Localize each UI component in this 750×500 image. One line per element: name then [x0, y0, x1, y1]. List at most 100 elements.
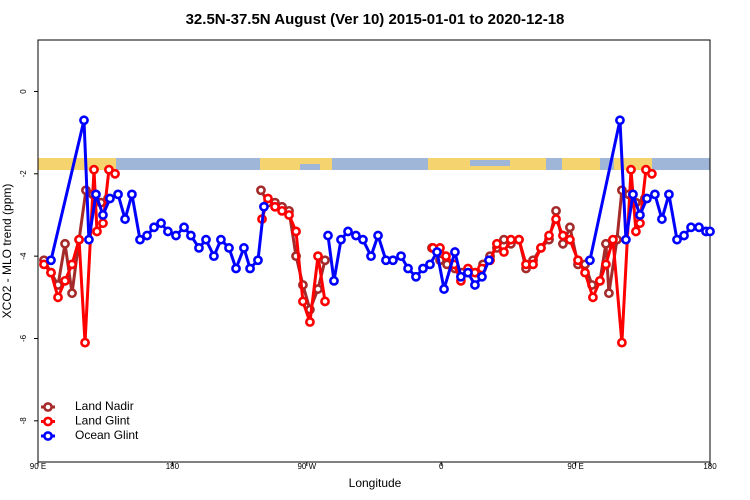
- data-point: [194, 243, 204, 253]
- y-tick-label: -6: [19, 334, 28, 342]
- data-point: [558, 230, 568, 241]
- data-point: [432, 247, 442, 257]
- data-point: [74, 234, 84, 245]
- series-line: [432, 167, 653, 343]
- data-point: [98, 210, 108, 220]
- data-point: [615, 115, 625, 126]
- data-point: [686, 222, 696, 233]
- x-tick-label: 180: [703, 462, 717, 471]
- data-point: [98, 218, 108, 229]
- data-point: [313, 251, 323, 262]
- x-tick-label: 180: [166, 462, 180, 471]
- data-point: [672, 234, 682, 245]
- series-line: [588, 119, 710, 261]
- data-point: [506, 234, 516, 245]
- data-point: [60, 238, 70, 249]
- data-point: [616, 337, 627, 348]
- data-point: [573, 255, 583, 266]
- data-point: [649, 189, 660, 200]
- data-point: [388, 255, 398, 266]
- data-point: [450, 247, 460, 257]
- legend-marker: [43, 416, 53, 427]
- data-point: [67, 259, 77, 270]
- data-point: [186, 230, 196, 241]
- data-point: [551, 214, 561, 224]
- data-point: [608, 234, 618, 245]
- data-point: [259, 201, 269, 212]
- data-point: [679, 230, 689, 241]
- data-point: [224, 243, 234, 253]
- data-point: [588, 292, 598, 303]
- series-line: [260, 195, 327, 323]
- data-point: [351, 230, 361, 241]
- data-point: [239, 243, 249, 253]
- data-point: [135, 234, 145, 245]
- data-point: [263, 193, 273, 204]
- data-point: [484, 255, 494, 266]
- data-point: [657, 214, 667, 224]
- legend-marker: [43, 402, 53, 412]
- data-point: [514, 234, 524, 245]
- data-point: [642, 193, 652, 204]
- data-point: [396, 251, 406, 262]
- legend-marker: [43, 431, 53, 441]
- data-point: [425, 259, 435, 270]
- data-point: [105, 193, 115, 204]
- data-point: [84, 234, 94, 245]
- data-point: [439, 284, 449, 294]
- land-ocean-strip: [38, 158, 710, 170]
- data-point: [463, 267, 473, 278]
- data-point: [110, 168, 120, 179]
- data-point: [329, 275, 339, 286]
- data-point: [92, 226, 102, 237]
- data-point: [67, 288, 77, 299]
- chart-title: 32.5N-37.5N August (Ver 10) 2015-01-01 t…: [186, 11, 565, 28]
- data-point: [323, 230, 333, 241]
- data-point: [216, 234, 226, 245]
- data-point: [456, 271, 466, 282]
- data-point: [336, 234, 346, 245]
- data-point: [89, 164, 99, 175]
- data-point: [291, 226, 301, 237]
- data-point: [631, 226, 641, 237]
- data-point: [142, 230, 152, 241]
- data-point: [635, 218, 645, 229]
- data-point: [585, 255, 595, 266]
- data-point: [156, 218, 166, 229]
- data-point: [320, 296, 330, 307]
- data-point: [705, 226, 715, 237]
- data-point: [601, 259, 611, 270]
- data-point: [536, 243, 546, 253]
- legend-label: Ocean Glint: [75, 428, 139, 442]
- data-point: [256, 185, 266, 196]
- data-point: [565, 222, 575, 233]
- data-point: [647, 168, 657, 179]
- x-tick-label: 0: [439, 462, 444, 471]
- x-axis-label: Longitude: [349, 476, 402, 490]
- legend-label: Land Glint: [75, 414, 130, 428]
- data-point: [499, 247, 509, 257]
- x-tick-label: 90 E: [567, 462, 583, 471]
- data-point: [343, 226, 353, 237]
- y-tick-label: 0: [19, 89, 28, 94]
- data-point: [277, 205, 287, 216]
- data-point: [544, 230, 554, 241]
- data-point: [411, 271, 421, 282]
- data-point: [635, 210, 645, 220]
- data-point: [298, 296, 308, 307]
- y-tick-label: -8: [19, 417, 28, 425]
- data-point: [694, 222, 704, 233]
- legend-label: Land Nadir: [75, 399, 134, 413]
- data-point: [163, 226, 173, 237]
- data-point: [284, 210, 294, 220]
- data-point: [149, 222, 159, 233]
- data-point: [595, 275, 605, 286]
- data-point: [46, 267, 56, 278]
- data-point: [403, 263, 413, 274]
- data-point: [373, 230, 383, 241]
- x-tick-label: 90 E: [30, 462, 46, 471]
- data-point: [201, 234, 211, 245]
- data-point: [231, 263, 241, 274]
- data-point: [270, 201, 280, 212]
- y-tick-label: -4: [19, 252, 28, 260]
